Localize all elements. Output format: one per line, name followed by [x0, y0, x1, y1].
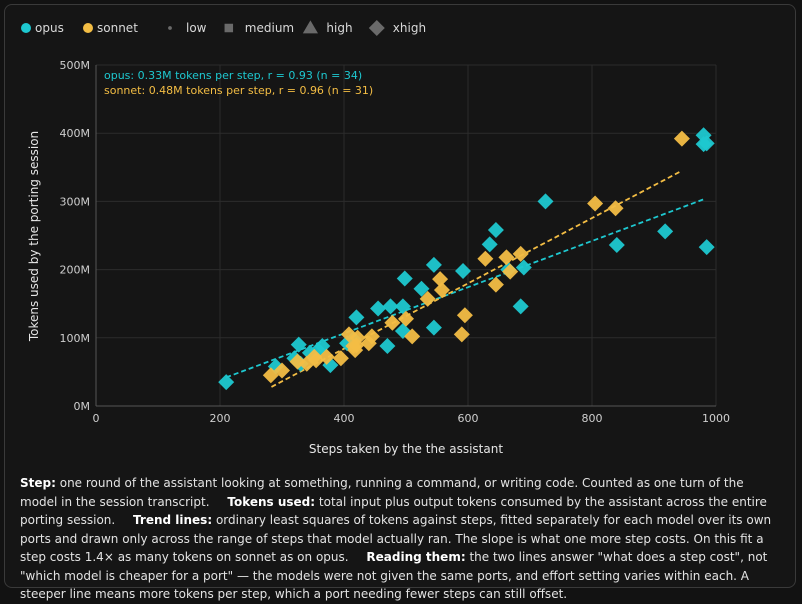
gridlines — [95, 64, 717, 407]
point-sonnet-high — [419, 290, 436, 307]
data-points — [218, 127, 715, 391]
point-sonnet-medium — [487, 276, 504, 293]
y-tick-label: 500M — [60, 59, 91, 72]
legend-swatch-opus — [21, 23, 31, 33]
legend-swatch-high — [302, 20, 318, 34]
point-opus-high — [396, 270, 413, 287]
y-tick-label: 100M — [60, 332, 91, 345]
x-tick-label: 400 — [334, 412, 355, 425]
point-sonnet-high — [498, 249, 515, 266]
legend-label-xhigh: xhigh — [393, 21, 426, 35]
legend-swatch-sonnet — [83, 23, 93, 33]
point-opus-xhigh — [425, 256, 442, 273]
point-sonnet-medium — [404, 328, 421, 345]
legend: opus sonnet low medium high xhigh — [21, 20, 426, 36]
y-tick-label: 200M — [60, 264, 91, 277]
y-axis-label: Tokens used by the porting session — [27, 131, 41, 342]
point-opus-high — [487, 222, 504, 239]
x-tick-label: 600 — [458, 412, 479, 425]
annotation-sonnet: sonnet: 0.48M tokens per step, r = 0.96 … — [104, 84, 373, 97]
point-opus-low — [379, 337, 396, 354]
legend-swatch-low — [168, 26, 172, 30]
scatter-chart: opus sonnet low medium high xhigh 0 200 400 600 8… — [21, 20, 731, 456]
figure-frame — [4, 4, 796, 588]
point-sonnet-high — [587, 195, 604, 212]
x-axis-label: Steps taken by the the assistant — [309, 442, 503, 456]
point-opus-high — [348, 309, 365, 326]
point-opus-high — [290, 336, 307, 353]
trend-line-sonnet — [271, 169, 683, 388]
point-sonnet-medium — [453, 326, 470, 343]
caption-trend-lines: Trend lines: ordinary least squares of t… — [20, 513, 772, 564]
y-tick-label: 300M — [60, 195, 91, 208]
legend-label-low: low — [186, 21, 207, 35]
point-opus-low — [515, 259, 532, 276]
point-sonnet-low — [318, 348, 335, 365]
legend-swatch-xhigh — [368, 20, 385, 36]
point-sonnet-medium — [345, 337, 362, 354]
point-opus-high — [394, 298, 411, 315]
legend-label-sonnet: sonnet — [97, 21, 138, 35]
point-sonnet-medium — [384, 314, 401, 331]
x-tick-label: 0 — [93, 412, 100, 425]
point-opus-medium — [698, 239, 715, 256]
point-sonnet-medium — [673, 130, 690, 147]
trend-annotations: opus: 0.33M tokens per step, r = 0.93 (n… — [104, 69, 373, 97]
point-sonnet-low — [332, 350, 349, 367]
legend-label-medium: medium — [245, 21, 294, 35]
point-opus-low — [698, 135, 715, 152]
x-tick-label: 800 — [582, 412, 603, 425]
point-sonnet-medium — [306, 348, 323, 365]
caption-tokens: Tokens used: total input plus output tok… — [20, 494, 767, 528]
point-sonnet-high — [432, 271, 449, 288]
point-opus-low — [455, 262, 472, 279]
point-opus-high — [537, 193, 554, 210]
y-tick-label: 400M — [60, 127, 91, 140]
point-sonnet-high — [607, 200, 624, 217]
point-opus-low — [218, 374, 235, 391]
annotation-opus: opus: 0.33M tokens per step, r = 0.93 (n… — [104, 69, 362, 82]
point-opus-medium — [413, 280, 430, 297]
caption-step: Step: one round of the assistant looking… — [20, 476, 744, 509]
legend-label-high: high — [326, 21, 352, 35]
point-opus-medium — [425, 319, 442, 336]
point-opus-xhigh — [608, 237, 625, 254]
y-tick-label: 0M — [74, 400, 91, 413]
point-opus-high — [382, 298, 399, 315]
caption: Step: one round of the assistant looking… — [20, 474, 784, 604]
point-opus-low — [657, 223, 674, 240]
point-opus-low — [512, 298, 529, 315]
trend-line-opus — [225, 198, 704, 379]
point-sonnet-medium — [289, 353, 306, 370]
axes: 0 200 400 600 800 1000 0M 100M 200M 300M 400M 500M — [60, 59, 731, 425]
point-sonnet-medium — [502, 263, 519, 280]
point-sonnet-low — [274, 362, 290, 379]
point-sonnet-high — [477, 250, 494, 267]
point-sonnet-low — [398, 310, 414, 327]
legend-swatch-medium — [224, 23, 234, 33]
point-sonnet-low — [456, 307, 473, 324]
point-opus-medium — [481, 236, 498, 253]
point-sonnet-medium — [363, 328, 380, 345]
legend-label-opus: opus — [35, 21, 64, 35]
point-sonnet-high — [433, 282, 450, 299]
x-tick-label: 1000 — [702, 412, 730, 425]
point-opus-low — [370, 300, 387, 317]
point-sonnet-xhigh — [512, 245, 529, 262]
x-tick-label: 200 — [210, 412, 231, 425]
